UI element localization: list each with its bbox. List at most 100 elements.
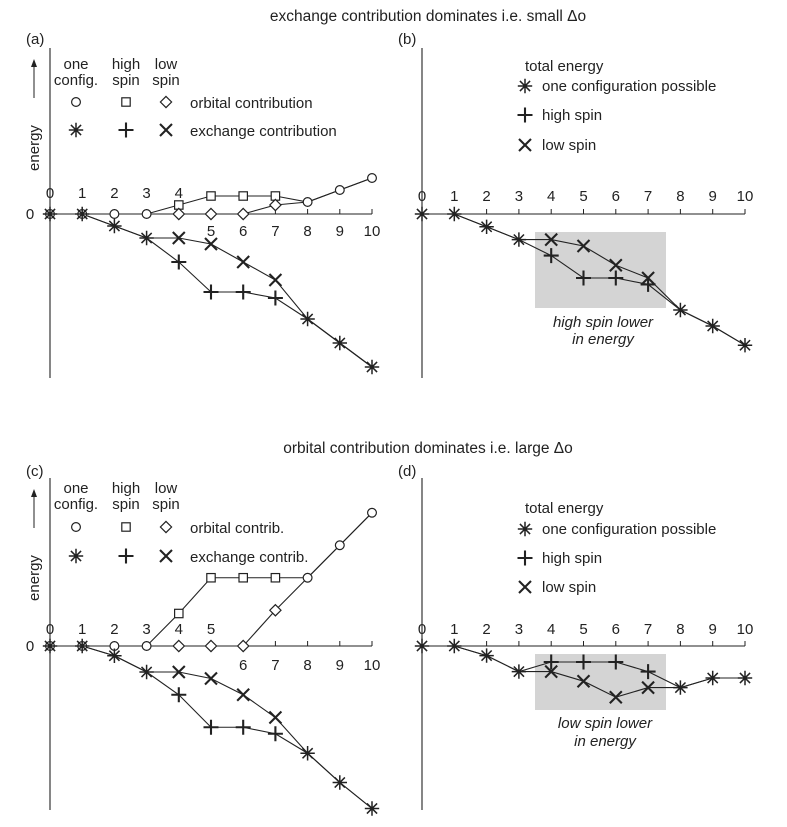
legend-marker-plus bbox=[517, 107, 533, 123]
data-point-asterisk bbox=[42, 206, 58, 222]
legend-label: one configuration possible bbox=[542, 78, 716, 95]
data-point-asterisk bbox=[75, 638, 90, 654]
x-tick-label: 1 bbox=[450, 188, 458, 205]
x-tick-label: 4 bbox=[175, 185, 183, 202]
data-point-asterisk bbox=[332, 335, 347, 351]
x-tick-label: 2 bbox=[482, 188, 490, 205]
data-point-asterisk bbox=[107, 218, 122, 234]
legend-column-header: one config. bbox=[54, 480, 98, 513]
data-point-asterisk bbox=[364, 801, 380, 816]
data-point-asterisk bbox=[447, 638, 462, 654]
top-heading: exchange contribution dominates i.e. sma… bbox=[270, 8, 586, 25]
x-tick-label: 1 bbox=[78, 621, 86, 638]
data-point-plus bbox=[203, 284, 219, 300]
data-point-asterisk bbox=[414, 206, 430, 222]
legend-marker-cross bbox=[518, 138, 532, 152]
panel-label: (a) bbox=[26, 31, 44, 48]
x-tick-label: 9 bbox=[709, 621, 717, 638]
data-point-diamond bbox=[268, 603, 282, 617]
legend-marker-square bbox=[121, 522, 131, 532]
panel-c: (c) 0 1 2 3 4 5 6 7 8 9 10 0 energy one config. high spin… bbox=[26, 463, 380, 816]
legend-marker-plus bbox=[517, 550, 533, 566]
data-point-asterisk bbox=[705, 670, 720, 686]
x-tick-label: 6 bbox=[239, 657, 247, 674]
legend-label: exchange contrib. bbox=[190, 549, 308, 566]
x-tick-label: 5 bbox=[579, 188, 587, 205]
data-point-asterisk bbox=[479, 648, 494, 663]
legend-marker-asterisk bbox=[68, 122, 84, 138]
x-tick-label: 0 bbox=[418, 621, 426, 638]
data-point-diamond bbox=[204, 639, 218, 653]
data-point-square bbox=[270, 572, 281, 583]
data-point-plus bbox=[608, 270, 624, 286]
data-point-circle bbox=[367, 507, 378, 518]
data-point-asterisk bbox=[42, 638, 58, 654]
zero-label: 0 bbox=[26, 638, 34, 655]
data-point-asterisk bbox=[673, 302, 688, 318]
legend-column-header: high spin bbox=[112, 56, 140, 89]
data-point-plus bbox=[235, 284, 251, 300]
data-point-asterisk bbox=[447, 206, 462, 222]
data-point-cross bbox=[641, 271, 655, 285]
data-point-asterisk bbox=[139, 664, 154, 680]
data-point-cross bbox=[268, 710, 283, 725]
data-point-plus bbox=[235, 719, 251, 735]
panel-label: (b) bbox=[398, 31, 416, 48]
data-point-plus bbox=[267, 726, 283, 742]
legend-marker-asterisk bbox=[68, 548, 84, 564]
x-tick-label: 9 bbox=[336, 657, 344, 674]
data-point-cross bbox=[204, 671, 218, 686]
x-tick-label: 3 bbox=[142, 185, 150, 202]
legend-marker-diamond bbox=[159, 95, 173, 109]
data-point-diamond bbox=[236, 639, 250, 653]
legend-marker-cross bbox=[159, 123, 173, 137]
data-point-diamond bbox=[204, 207, 218, 221]
data-point-cross bbox=[609, 258, 623, 272]
x-tick-label: 8 bbox=[303, 657, 311, 674]
data-point-plus bbox=[543, 248, 559, 264]
legend-label: high spin bbox=[542, 550, 602, 567]
legend-column-header: one config. bbox=[54, 56, 98, 89]
data-point-asterisk bbox=[479, 219, 494, 234]
data-point-diamond bbox=[172, 639, 186, 653]
legend-marker-cross bbox=[159, 549, 173, 563]
x-tick-label: 4 bbox=[547, 188, 555, 205]
x-tick-label: 5 bbox=[579, 621, 587, 638]
bottom-heading: orbital contribution dominates i.e. larg… bbox=[283, 440, 573, 457]
data-point-square bbox=[174, 608, 184, 619]
data-point-cross bbox=[172, 231, 186, 245]
data-point-circle bbox=[141, 209, 152, 220]
x-tick-label: 8 bbox=[676, 188, 684, 205]
legend-label: orbital contrib. bbox=[190, 520, 284, 537]
y-axis-label: energy bbox=[26, 555, 43, 601]
data-point-cross bbox=[236, 688, 250, 702]
legend-label: one configuration possible bbox=[542, 521, 716, 538]
x-tick-label: 8 bbox=[303, 223, 311, 240]
legend-marker-circle bbox=[70, 96, 81, 107]
x-tick-label: 10 bbox=[737, 188, 754, 205]
data-point-cross bbox=[172, 665, 186, 679]
panel-b: (b) 0 1 2 3 4 5 6 7 8 9 10 total energy one configura… bbox=[398, 31, 753, 378]
data-point-asterisk bbox=[300, 311, 315, 327]
x-tick-label: 3 bbox=[515, 188, 523, 205]
data-point-cross bbox=[268, 273, 283, 287]
data-point-plus bbox=[640, 664, 656, 680]
panel-label: (c) bbox=[26, 463, 44, 480]
x-tick-label: 5 bbox=[207, 223, 215, 240]
x-tick-label: 7 bbox=[271, 223, 279, 240]
data-point-asterisk bbox=[414, 638, 430, 654]
annotation: in energy bbox=[574, 733, 637, 750]
data-point-circle bbox=[334, 540, 345, 551]
x-tick-label: 6 bbox=[239, 223, 247, 240]
legend-label: low spin bbox=[542, 579, 596, 596]
x-tick-label: 4 bbox=[175, 621, 183, 638]
legend-marker-asterisk bbox=[517, 521, 533, 537]
data-point-asterisk bbox=[107, 648, 122, 663]
data-point-diamond bbox=[172, 207, 186, 221]
data-point-asterisk bbox=[75, 206, 90, 222]
x-tick-label: 2 bbox=[110, 185, 118, 202]
data-point-asterisk bbox=[511, 664, 527, 679]
x-tick-label: 2 bbox=[110, 621, 118, 638]
legend-column-header: high spin bbox=[112, 480, 140, 513]
data-point-plus bbox=[576, 270, 591, 286]
